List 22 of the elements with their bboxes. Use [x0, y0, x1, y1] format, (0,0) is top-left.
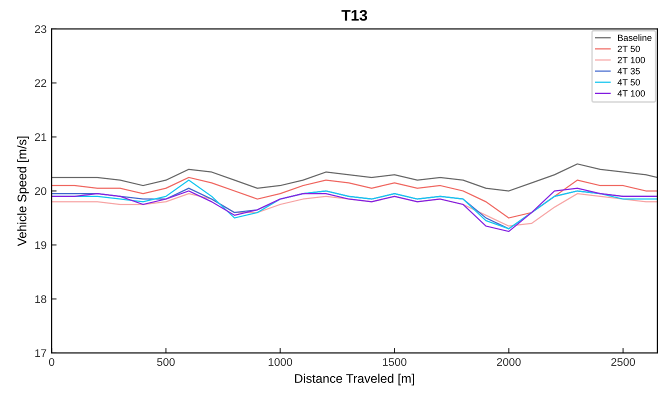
- y-tick-label: 21: [34, 133, 46, 141]
- y-tick-label: 23: [34, 25, 46, 34]
- x-tick-label: 1500: [382, 358, 406, 366]
- legend-label: 4T 100: [618, 90, 645, 97]
- x-tick-label: 1000: [268, 358, 292, 366]
- y-tick-label: 17: [35, 349, 46, 357]
- x-tick-label: 2000: [496, 358, 521, 366]
- legend-label: 4T 35: [618, 68, 640, 74]
- y-tick-label: 22: [34, 79, 46, 87]
- x-axis-title: Distance Traveled [m]: [295, 374, 414, 386]
- x-tick-label: 500: [157, 358, 175, 366]
- y-axis-title: Vehicle Speed [m/s]: [17, 136, 29, 246]
- y-tick-label: 18: [35, 295, 46, 304]
- chart-title: T13: [342, 10, 368, 21]
- legend-label: 2T 50: [618, 46, 640, 52]
- y-tick-label: 20: [34, 187, 46, 196]
- legend-label: 2T 100: [618, 56, 645, 64]
- x-tick-label: 0: [48, 358, 54, 366]
- y-tick-label: 19: [35, 241, 46, 250]
- x-tick-label: 2500: [611, 358, 636, 366]
- legend-label: Baseline: [618, 34, 652, 41]
- legend-label: 4T 50: [618, 79, 640, 86]
